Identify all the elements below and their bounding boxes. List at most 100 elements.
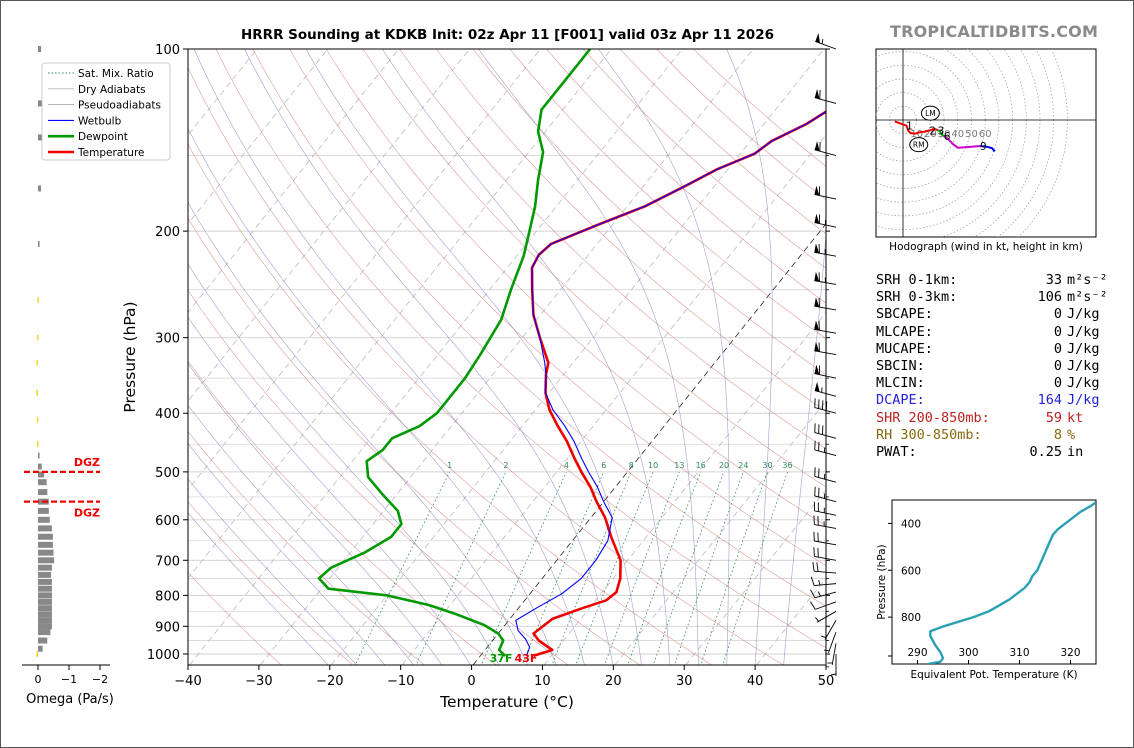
wind-barb [813, 515, 837, 529]
legend-label: Dry Adiabats [78, 84, 146, 96]
stat-row: SBCIN: 0 J/kg [876, 358, 1126, 375]
omega-bar [38, 598, 52, 605]
stat-unit: in [1067, 443, 1084, 460]
y-tick-label: 200 [155, 225, 180, 240]
x-tick-label: 30 [676, 674, 693, 689]
stat-unit: % [1067, 426, 1076, 443]
pseudoadiabat [478, 49, 699, 665]
omega-bar [38, 463, 42, 470]
hodograph-ring-label: 50 [965, 129, 978, 140]
wind-barb-staff [814, 432, 837, 439]
surface-dewpoint-label: 37F [490, 652, 513, 665]
theta-y-axis-label: Pressure (hPa) [876, 544, 888, 619]
stat-unit: J/kg [1067, 306, 1100, 323]
stat-unit: J/kg [1067, 375, 1100, 392]
mixing-ratio-label: 10 [648, 461, 658, 470]
hodograph-height-label: 9 [980, 141, 987, 153]
wind-barb [830, 654, 837, 676]
wind-barb-staff [824, 620, 837, 640]
dry-adiabat [188, 430, 426, 665]
skewt-background-lines: 1 2 4 6 8 10 13 16 20 24 30 36 [188, 49, 826, 665]
wind-barb-staff [814, 570, 837, 574]
wind-barb-pennant [814, 89, 820, 99]
dry-adiabat [472, 49, 826, 376]
stat-label: RH 300-850mb: [876, 426, 982, 443]
wind-barb-pennant [814, 341, 820, 352]
wind-barbs [809, 33, 837, 676]
wind-barb [813, 531, 837, 546]
mixing-ratio-label: 13 [674, 461, 684, 470]
y-tick-label: 900 [155, 620, 180, 635]
brand-logo[interactable]: TROPICALTIDBITS.COM [890, 22, 1099, 41]
dgz-label: DGZ [74, 507, 100, 520]
stat-value: 164 [1037, 392, 1062, 409]
mixing-ratio-line [722, 471, 788, 665]
mixing-ratio-label: 30 [762, 461, 772, 470]
stat-row: RH 300-850mb: 8% [876, 427, 1126, 444]
dry-adiabat [252, 49, 826, 607]
mixing-ratio-label: 24 [738, 461, 748, 470]
wind-barb [814, 297, 837, 311]
theta-x-tick-label: 290 [907, 647, 927, 659]
wind-barb [814, 341, 837, 356]
dry-adiabat [188, 289, 569, 665]
stat-unit: J/kg [1067, 357, 1100, 374]
theta-x-tick-label: 320 [1060, 647, 1080, 659]
wind-barb-staff [814, 97, 837, 104]
pseudoadiabat [783, 229, 826, 665]
stat-value: 0 [1053, 340, 1062, 357]
omega-bar [38, 100, 42, 107]
hodograph-ring-label: 40 [951, 129, 964, 140]
omega-bar [38, 564, 52, 571]
mixing-ratio-label: 6 [601, 461, 606, 470]
wind-barb [814, 89, 837, 104]
y-tick-label: 700 [155, 554, 180, 569]
mixing-ratio-line [652, 471, 725, 665]
wind-barb [813, 547, 837, 561]
pseudoadiabat [188, 263, 500, 665]
mixing-ratio-line [354, 471, 450, 665]
dry-adiabat [215, 49, 826, 649]
mixing-ratio-line [521, 471, 605, 665]
mixing-ratio-label: 2 [503, 461, 508, 470]
stat-row: MUCAPE: 0 J/kg [876, 341, 1126, 358]
wind-barb-half-flag [817, 591, 821, 597]
omega-bar [38, 629, 51, 636]
skewt-annotations: 37F 43F [490, 652, 538, 665]
dry-adiabat [188, 571, 282, 665]
surface-temperature-label: 43F [515, 652, 538, 665]
omega-bar [38, 585, 52, 592]
stat-label: MLCAPE: [876, 323, 933, 340]
theta-y-tick-label: 800 [901, 612, 921, 624]
stat-row: SBCAPE: 0 J/kg [876, 306, 1126, 323]
chart-legend: Sat. Mix. Ratio Dry Adiabats Pseudoadiabat… [41, 62, 171, 161]
dgz-label: DGZ [74, 456, 100, 469]
isotherm-line [685, 488, 826, 665]
pseudoadiabat [382, 49, 671, 665]
pseudoadiabat [188, 404, 414, 665]
stat-row: SRH 0-3km: 106 m²s⁻² [876, 289, 1126, 306]
stat-row: MLCAPE: 0 J/kg [876, 324, 1126, 341]
wind-barb-half-flag [818, 579, 821, 586]
zero-isotherm [472, 223, 826, 665]
mixing-ratio-label: 8 [629, 461, 634, 470]
wind-barb [814, 423, 837, 439]
omega-bar [38, 471, 45, 478]
omega-bar [37, 334, 39, 341]
wind-barb-staff [816, 610, 837, 623]
omega-bar [38, 623, 52, 630]
pseudoadiabat [188, 127, 557, 665]
wind-barb-pennant [814, 320, 820, 331]
x-tick-label: −10 [387, 674, 414, 689]
dry-adiabat [188, 360, 497, 665]
storm-motion-label: RM [913, 141, 925, 150]
y-tick-label: 300 [155, 332, 180, 347]
omega-bar [38, 605, 52, 612]
pseudoadiabat [193, 49, 585, 665]
omega-bar [36, 359, 38, 366]
stat-label: SBCIN: [876, 357, 925, 374]
stat-value: 33 [1045, 272, 1062, 288]
stat-row: SHR 200-850mb: 59 kt [876, 410, 1126, 427]
wind-barb [814, 320, 837, 334]
